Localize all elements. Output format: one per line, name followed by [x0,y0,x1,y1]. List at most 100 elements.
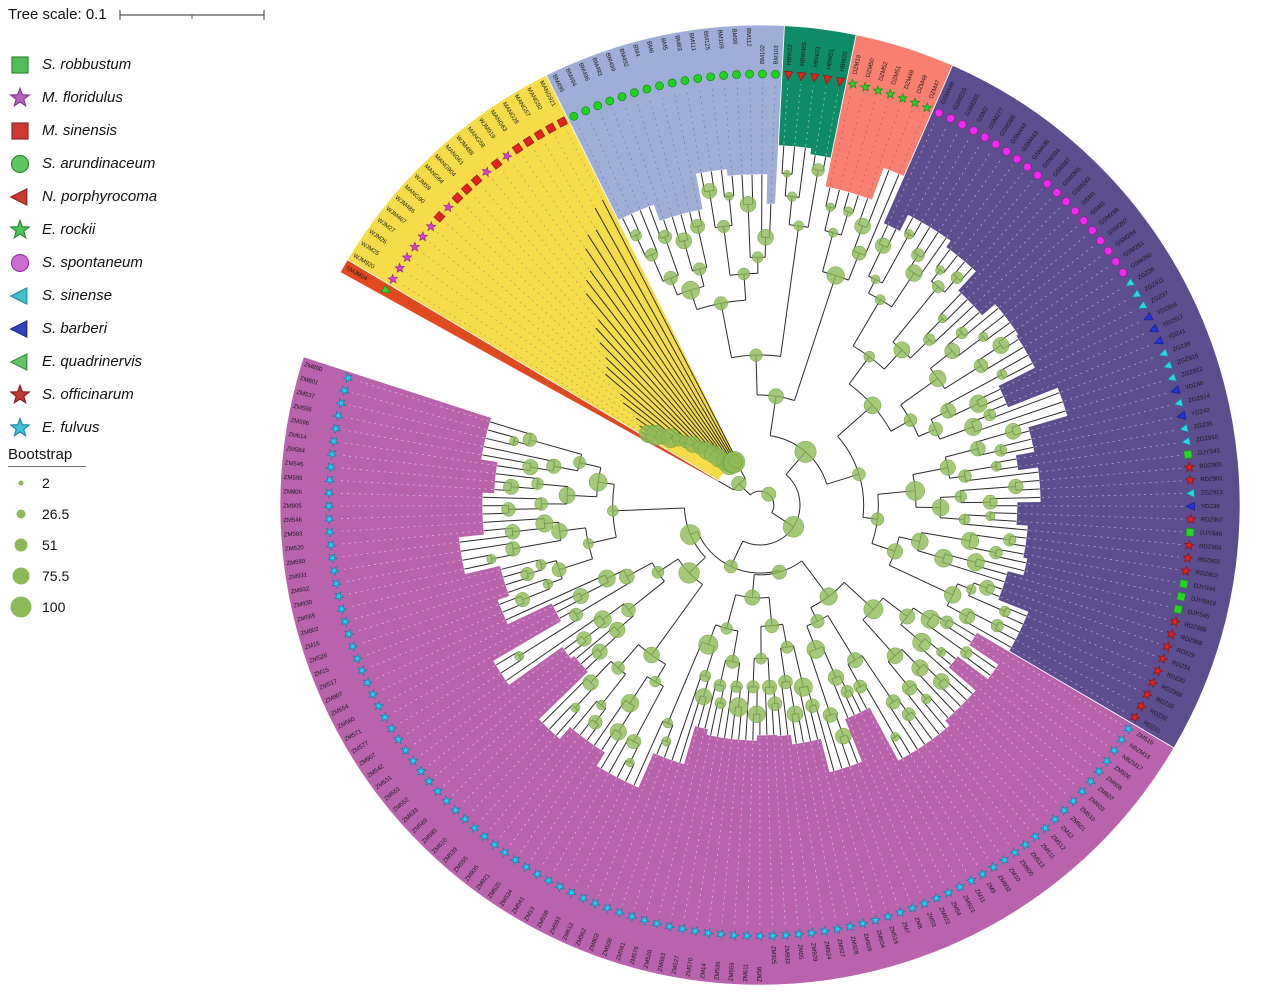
tip-species-symbol [490,158,503,170]
branch [487,429,516,438]
species-name: S. spontaneum [42,254,143,271]
branch [495,651,518,666]
bootstrap-node [923,333,936,346]
branch [573,700,598,730]
tip-guide-line [511,162,590,270]
bootstrap-node [609,723,627,741]
tip-guide-line [1019,276,1117,339]
tip-label: DJYS918 [1190,596,1217,607]
tip-species-symbol [1178,423,1189,433]
tip-species-symbol [380,284,391,294]
tip-label: DJYS46 [1200,530,1223,537]
bootstrap-node [693,262,707,276]
tip-species-symbol [1058,805,1070,817]
tip-species-symbol [969,126,978,135]
branch [1011,410,1066,428]
tip-species-symbol [832,923,844,935]
bootstrap-legend-item: 51 [8,529,86,560]
bootstrap-node [992,336,1010,354]
bootstrap-node [717,219,731,233]
tip-guide-line [996,668,1108,747]
bootstrap-node [629,229,642,242]
branch [462,554,491,561]
bootstrap-node [863,350,876,363]
branch [834,189,840,209]
bootstrap-size-dot [12,567,30,584]
tip-guide-line [1027,616,1151,669]
tip-label: ZM7 [900,921,910,935]
bootstrap-node [515,592,531,608]
tip-guide-line [565,128,602,199]
bootstrap-node [960,646,973,659]
tip-species-symbol [894,906,906,918]
tip-guide-line [398,665,495,725]
tip-guide-line [787,736,812,925]
tip-guide-line [695,739,725,924]
tip-guide-line [633,764,680,910]
tip-guide-line [1001,320,1142,389]
bootstrap-size-dot [10,596,32,617]
branch [575,581,631,616]
tip-species-symbol [415,765,427,777]
branch [898,734,911,754]
bootstrap-node [994,444,1008,457]
tip-label: ZM9 [985,881,997,895]
bootstrap-node [893,341,911,359]
tip-species-symbol [481,166,493,178]
tip-guide-line [834,772,874,913]
tip-species-symbol [897,92,909,104]
tip-species-symbol [401,251,413,263]
tip-label: RDZ901 [1200,476,1223,483]
tip-guide-line [1016,640,1135,703]
bootstrap-node [695,688,712,706]
branch [710,702,719,736]
tip-guide-line [965,181,1033,261]
tip-guide-line [973,694,1077,787]
tip-guide-line [1016,265,1110,330]
branch [589,270,732,465]
tip-species-symbol [1176,591,1187,602]
tip-label: HBW23 [813,46,822,68]
branch [968,595,1006,612]
bootstrap-node [819,587,838,606]
species-legend-item: S. spontaneum [8,246,157,279]
bootstrap-node [780,640,794,654]
branch [892,286,939,343]
tip-species-symbol [373,700,385,712]
tip-species-symbol [324,475,336,486]
branch [633,685,664,742]
bootstrap-node [778,674,793,690]
tip-guide-line [670,737,711,919]
tip-label: DZM52 [878,61,889,82]
branch [597,319,715,454]
bootstrap-node [983,408,997,422]
tip-species-symbol [957,120,967,129]
tip-guide-line [842,770,886,910]
tip-species-symbol [680,76,690,85]
bootstrap-node [542,579,553,590]
bootstrap-node [929,369,947,387]
tip-species-symbol [509,854,521,866]
tip-guide-line [612,108,649,206]
tip-species-symbol [556,116,568,128]
tip-species-symbol [459,813,470,825]
branch [956,336,984,358]
bootstrap-node [728,454,743,469]
bootstrap-node [713,679,727,692]
branch [980,315,1005,334]
tip-species-symbol [569,111,579,121]
tip-label: ZM508 [602,937,614,957]
tip-label: BM492 [618,48,629,69]
tip-guide-line [867,105,901,197]
branch [863,684,896,738]
tip-species-symbol [836,76,846,87]
tip-species-symbol [386,722,398,734]
branch [968,649,996,669]
tip-guide-line [340,542,458,558]
star-icon [9,218,31,239]
branch [720,170,725,197]
bootstrap-node [969,394,988,413]
triangle-left-icon [9,352,28,371]
tip-species-symbol [417,230,429,242]
bootstrap-node [851,245,867,261]
